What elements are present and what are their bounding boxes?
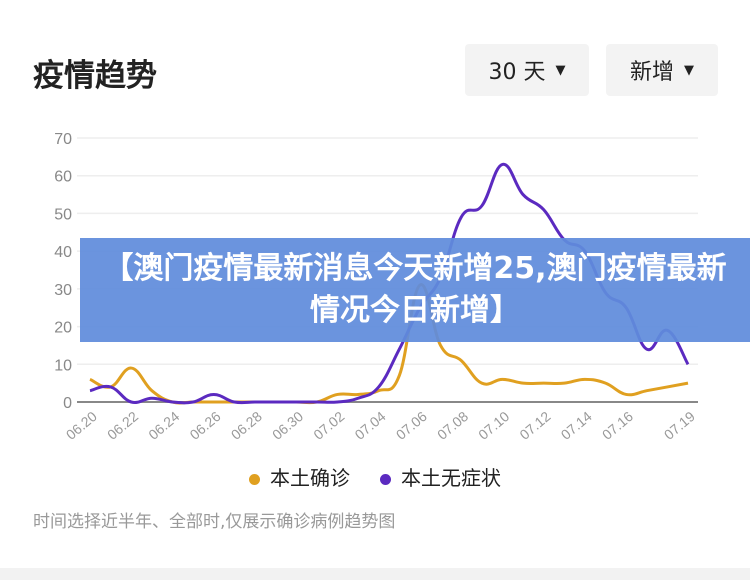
- y-tick-label: 40: [54, 244, 72, 261]
- range-select[interactable]: 30 天 ▼: [465, 44, 589, 96]
- x-tick-label: 07.16: [599, 408, 636, 443]
- legend-label: 本土确诊: [270, 466, 350, 490]
- x-tick-label: 06.30: [269, 408, 306, 443]
- metric-select-value: 新增: [629, 60, 674, 85]
- y-tick-label: 50: [54, 206, 72, 223]
- x-tick-label: 06.22: [104, 408, 141, 443]
- x-tick-label: 06.24: [145, 408, 182, 443]
- x-tick-label: 07.12: [516, 408, 553, 443]
- x-tick-label: 06.20: [63, 408, 100, 443]
- x-tick-label: 07.14: [558, 408, 595, 443]
- legend-dot-icon: [249, 474, 260, 485]
- metric-select[interactable]: 新增 ▼: [606, 44, 718, 96]
- x-tick-label: 07.06: [393, 408, 430, 443]
- legend-dot-icon: [380, 474, 391, 485]
- caret-down-icon: ▼: [555, 62, 566, 78]
- legend-label: 本土无症状: [401, 466, 501, 490]
- chart-note: 时间选择近半年、全部时,仅展示确诊病例趋势图: [33, 512, 396, 532]
- divider: [0, 568, 750, 580]
- y-tick-label: 0: [63, 395, 72, 412]
- legend-item-asymptomatic[interactable]: 本土无症状: [380, 462, 501, 491]
- range-select-value: 30 天: [488, 60, 546, 85]
- y-tick-label: 10: [54, 357, 72, 374]
- x-tick-label: 07.08: [434, 408, 471, 443]
- headline-banner: 【澳门疫情最新消息今天新增25,澳门疫情最新情况今日新增】: [80, 238, 750, 342]
- y-tick-label: 70: [54, 131, 72, 148]
- x-tick-label: 07.04: [351, 408, 388, 443]
- y-tick-label: 30: [54, 282, 72, 299]
- y-tick-label: 20: [54, 320, 72, 337]
- x-tick-label: 07.02: [310, 408, 347, 443]
- line-chart: 0 10 20 30 40 50 60 70 06.20 06.22 06.24 06.26 06.28…: [54, 131, 698, 443]
- x-tick-label: 07.19: [661, 408, 698, 443]
- caret-down-icon: ▼: [684, 62, 694, 78]
- page-title: 疫情趋势: [33, 58, 157, 94]
- x-tick-label: 06.26: [187, 408, 224, 443]
- y-tick-label: 60: [54, 169, 72, 186]
- legend: 本土确诊 本土无症状: [0, 462, 750, 491]
- x-tick-label: 06.28: [228, 408, 265, 443]
- legend-item-confirmed[interactable]: 本土确诊: [249, 462, 350, 491]
- x-tick-label: 07.10: [475, 408, 512, 443]
